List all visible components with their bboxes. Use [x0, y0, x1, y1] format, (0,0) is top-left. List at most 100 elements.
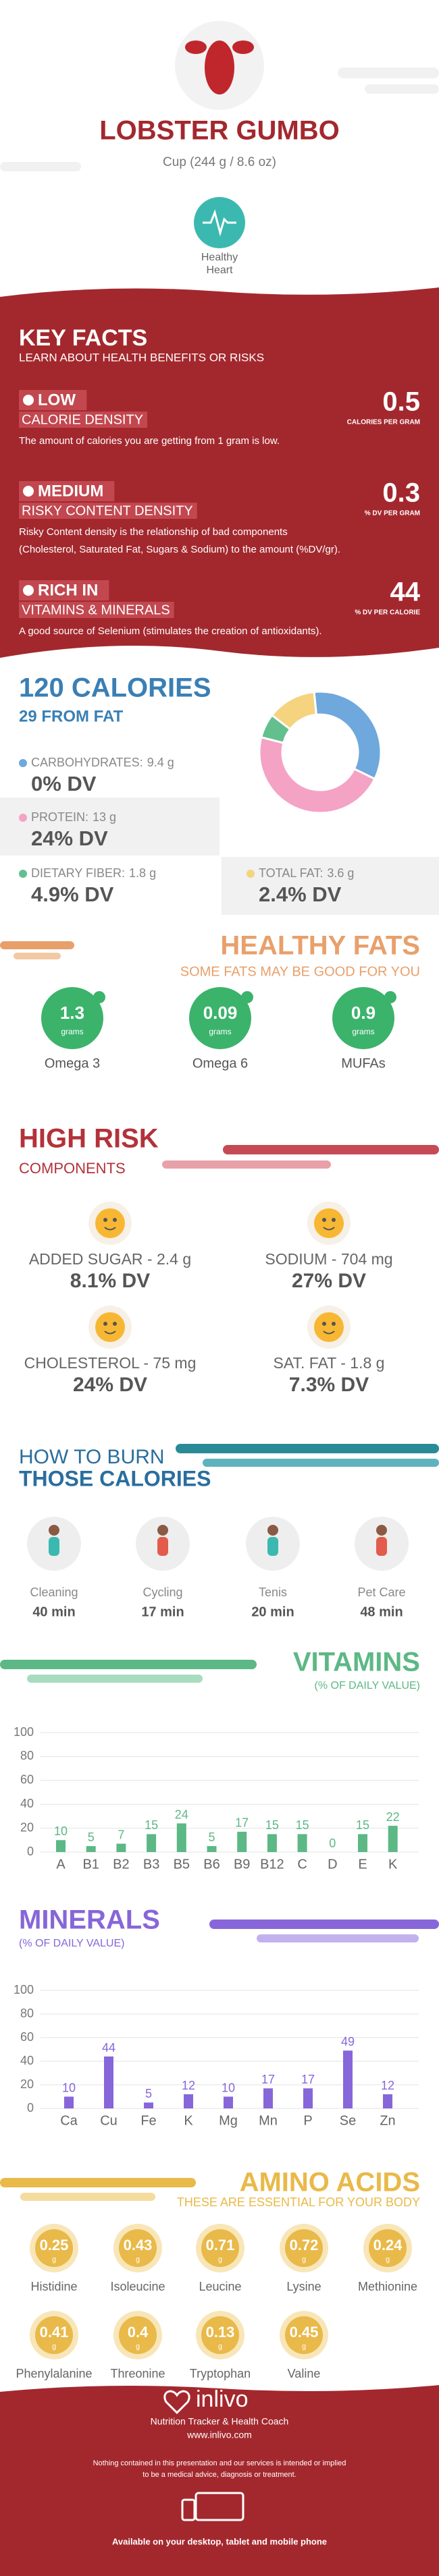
amino-unit: g: [52, 2343, 56, 2351]
description: The amount of calories you are getting f…: [19, 435, 280, 447]
nutrient-dv: 0% DV: [31, 772, 97, 795]
x-tick-label: K: [184, 2113, 193, 2128]
bar: [263, 2088, 273, 2108]
fat-unit: grams: [209, 1027, 231, 1036]
fat-badge-accent: [241, 991, 253, 1003]
level-box: [19, 481, 115, 501]
risk-icon: [314, 1208, 344, 1238]
x-tick-label: B1: [82, 1857, 99, 1872]
label: VITAMINS & MINERALS: [22, 603, 170, 617]
section-title: HOW TO BURN: [19, 1446, 165, 1468]
nutrient-amount: 3.6: [327, 866, 344, 880]
y-tick-label: 0: [27, 2101, 34, 2115]
eye: [322, 1218, 326, 1222]
amino-value: 0.25: [40, 2237, 69, 2253]
figure-head: [376, 1525, 387, 1536]
x-tick-label: B6: [203, 1857, 220, 1872]
amino-unit: g: [302, 2343, 306, 2351]
legend-dot: [247, 870, 255, 878]
legend-dot: [19, 870, 27, 878]
disclaimer: Nothing contained in this presentation a…: [93, 2459, 346, 2467]
section-title: THOSE CALORIES: [19, 1466, 211, 1490]
decor: [0, 21, 439, 2576]
figure-body: [376, 1537, 387, 1556]
eye: [113, 1218, 117, 1222]
section-title: MINERALS: [19, 1905, 160, 1935]
y-tick-label: 0: [27, 1845, 34, 1858]
value-label: 49: [341, 2035, 355, 2048]
amino-badge-inner: [369, 2229, 407, 2267]
figure-head: [49, 1525, 59, 1536]
y-tick-label: 40: [20, 2054, 34, 2067]
y-tick-label: 80: [20, 1749, 34, 1762]
bar: [224, 2096, 233, 2108]
fat-value: 0.09: [203, 1003, 238, 1023]
bar: [104, 2056, 113, 2108]
brand: inlivo: [196, 2386, 248, 2412]
amino-name: Phenylalanine: [16, 2367, 92, 2380]
risk-dv: 8.1% DV: [70, 1270, 150, 1292]
value-label: 5: [88, 1830, 95, 1844]
activity-time: 40 min: [32, 1604, 75, 1619]
activity-name: Pet Care: [357, 1586, 405, 1599]
amino-badge-inner: [285, 2316, 323, 2354]
badge-label: Healthy: [201, 252, 238, 263]
amino-badge-inner: [201, 2316, 239, 2354]
mouth: [323, 1227, 335, 1231]
amino-unit: g: [218, 2256, 222, 2264]
value-label: 15: [356, 1818, 369, 1832]
level-icon: [23, 486, 34, 497]
level: RICH IN: [38, 581, 98, 599]
bar: [207, 1846, 217, 1852]
activity-name: Cleaning: [30, 1586, 78, 1599]
section-subtitle: SOME FATS MAY BE GOOD FOR YOU: [180, 964, 420, 979]
value-label: 12: [381, 2079, 394, 2092]
bar: [388, 1826, 398, 1852]
value-label: 7: [118, 1828, 124, 1841]
x-tick-label: D: [328, 1857, 337, 1872]
value-label: 10: [62, 2081, 76, 2094]
figure-body: [49, 1537, 59, 1556]
amino-badge-inner: [119, 2316, 157, 2354]
bar: [237, 1831, 247, 1852]
amino-unit: g: [136, 2256, 140, 2264]
risk-icon: [95, 1312, 125, 1342]
nutrient-unit: g: [347, 866, 354, 880]
y-tick-label: 60: [20, 2030, 34, 2044]
amino-unit: g: [386, 2256, 390, 2264]
amino-badge-inner: [35, 2229, 73, 2267]
donut-slice: [313, 690, 382, 781]
fat-value: 1.3: [60, 1003, 84, 1023]
nutrient-label: PROTEIN: 13 g: [31, 810, 116, 824]
nutrient-name: PROTEIN:: [31, 810, 88, 824]
amino-value: 0.13: [206, 2324, 235, 2341]
nutrient-label: CARBOHYDRATES: 9.4 g: [31, 756, 174, 769]
highlight-box: [0, 797, 220, 856]
fat-name: Omega 3: [45, 1056, 100, 1071]
level-icon: [23, 395, 34, 405]
nutrient-amount: 9.4: [147, 756, 164, 769]
x-tick-label: Cu: [100, 2113, 118, 2128]
eye: [332, 1322, 336, 1326]
disclaimer: to be a medical advice, diagnosis or tre…: [143, 2471, 296, 2479]
level-box: [19, 580, 109, 600]
donut-slice: [270, 690, 318, 731]
section-subtitle: LEARN ABOUT HEALTH BENEFITS OR RISKS: [19, 351, 264, 364]
value-label: 10: [222, 2081, 235, 2094]
tagline: Nutrition Tracker & Health Coach: [151, 2416, 289, 2427]
value-label: 15: [296, 1818, 309, 1832]
figure-head: [267, 1525, 278, 1536]
x-tick-label: B5: [174, 1857, 190, 1872]
eye: [332, 1218, 336, 1222]
fact-value: 0.3: [382, 478, 420, 508]
value-label: 10: [54, 1824, 68, 1838]
risk-dv: 24% DV: [73, 1374, 147, 1396]
fat-unit: grams: [352, 1027, 374, 1036]
x-tick-label: B12: [260, 1857, 284, 1872]
activity-time: 48 min: [360, 1604, 403, 1619]
section-subtitle: (% OF DAILY VALUE): [19, 1938, 124, 1949]
figure-head: [157, 1525, 168, 1536]
bar: [176, 1823, 186, 1852]
risk-label: SODIUM - 704 mg: [265, 1250, 392, 1268]
amino-value: 0.71: [206, 2237, 235, 2253]
